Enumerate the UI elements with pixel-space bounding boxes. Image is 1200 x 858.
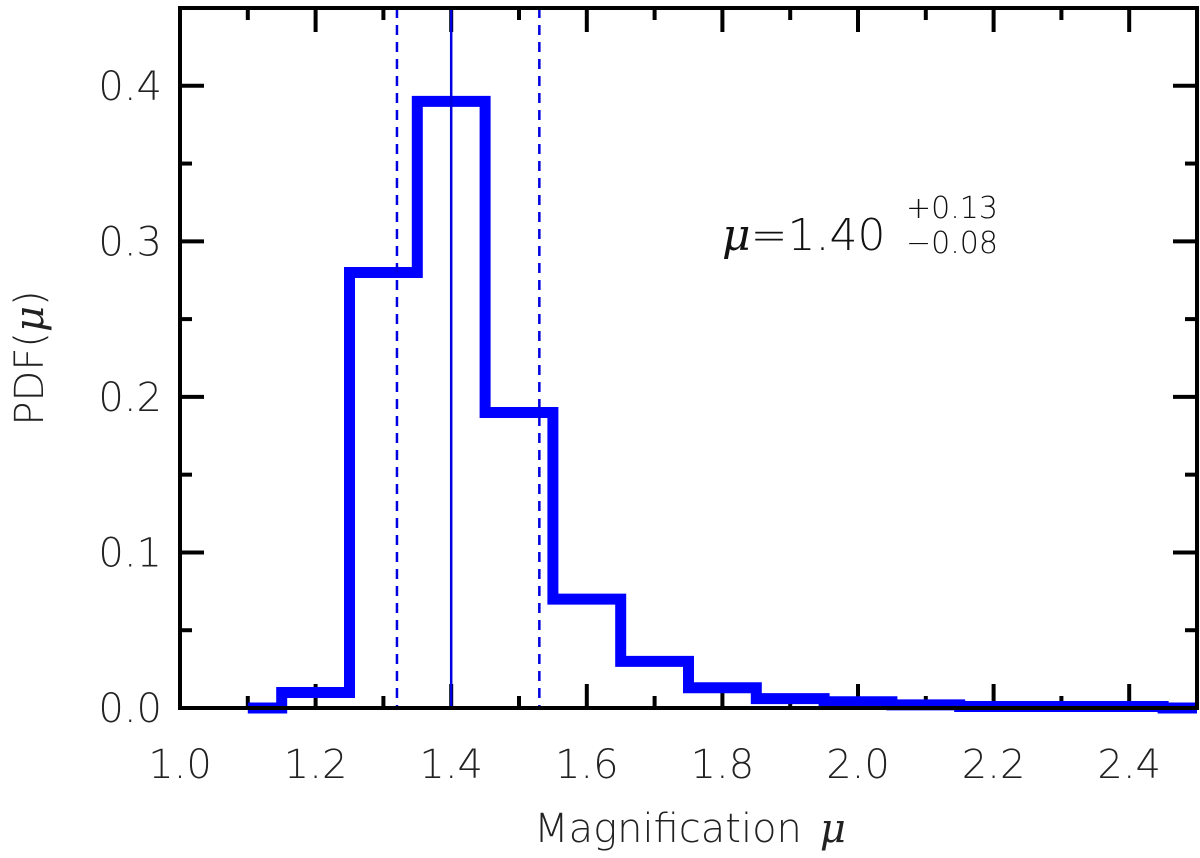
histogram-outline — [247, 95, 1197, 714]
mu-annotation: μ=1.40 +0.13 −0.08 — [722, 191, 998, 261]
y-axis-label-symbol: μ — [7, 306, 53, 332]
y-tick-label: 0.4 — [98, 64, 162, 110]
x-axis-label-text: Magnification — [534, 806, 802, 852]
x-axis-label-symbol: μ — [820, 806, 846, 852]
x-tick-label: 1.2 — [284, 742, 348, 788]
y-tick-label: 0.3 — [98, 219, 162, 265]
annotation-main: μ=1.40 — [722, 210, 885, 261]
y-tick-labels: 0.0 0.1 0.2 0.3 0.4 — [98, 64, 162, 732]
y-tick-label: 0.0 — [98, 686, 162, 732]
x-tick-labels: 1.0 1.2 1.4 1.6 1.8 2.0 2.2 2.4 — [148, 742, 1161, 788]
y-axis-label-close: ) — [7, 290, 53, 306]
x-tick-label: 1.4 — [419, 742, 483, 788]
y-tick-label: 0.2 — [98, 375, 162, 421]
annotation-symbol: μ — [722, 210, 751, 261]
x-tick-label: 1.8 — [691, 742, 755, 788]
plot-frame — [178, 6, 1199, 710]
x-tick-label: 2.4 — [1097, 742, 1161, 788]
annotation-minus: −0.08 — [906, 226, 998, 261]
x-axis-label: Magnification μ — [534, 806, 846, 852]
histogram-layer — [247, 95, 1197, 714]
y-tick-label: 0.1 — [98, 530, 162, 576]
x-tick-label: 1.6 — [555, 742, 619, 788]
annotation-value: 1.40 — [787, 210, 885, 261]
annotation-plus: +0.13 — [906, 191, 998, 226]
reference-lines — [395, 8, 541, 708]
x-tick-label: 2.0 — [826, 742, 890, 788]
y-axis-label: PDF(μ) — [7, 290, 53, 425]
annotation-eq: = — [751, 210, 788, 261]
y-axis-label-text: PDF( — [7, 332, 53, 426]
x-tick-label: 1.0 — [148, 742, 212, 788]
x-tick-label: 2.2 — [962, 742, 1026, 788]
axis-ticks — [178, 6, 1199, 710]
